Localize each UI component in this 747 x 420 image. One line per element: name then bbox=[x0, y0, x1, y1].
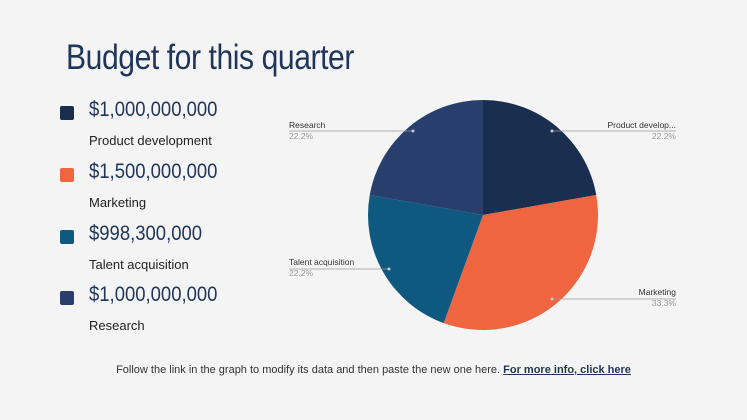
legend-amount: $1,500,000,000 bbox=[89, 160, 218, 183]
legend-label: Talent acquisition bbox=[89, 257, 189, 272]
pie-slice-2[interactable] bbox=[368, 195, 483, 324]
slice-value-label: 22.2% bbox=[289, 268, 314, 278]
slice-leader-dot bbox=[550, 297, 554, 301]
slice-value-label: 33.3% bbox=[652, 298, 677, 308]
legend-swatch bbox=[60, 106, 74, 120]
legend-amount: $998,300,000 bbox=[89, 222, 203, 245]
footer-text: Follow the link in the graph to modify i… bbox=[116, 364, 504, 376]
legend-label: Marketing bbox=[89, 195, 147, 210]
slice-category-label: Product develop... bbox=[607, 120, 676, 130]
slice-leader-dot bbox=[387, 267, 391, 271]
pie-slice-3[interactable] bbox=[369, 100, 483, 215]
legend-amount: $1,000,000,000 bbox=[89, 98, 218, 121]
slice-leader-dot bbox=[550, 129, 554, 133]
footer-note: Follow the link in the graph to modify i… bbox=[0, 364, 747, 376]
slice-category-label: Talent acquisition bbox=[289, 257, 354, 267]
more-info-link[interactable]: For more info, click here bbox=[503, 364, 631, 376]
legend-swatch bbox=[60, 291, 74, 305]
slice-category-label: Marketing bbox=[639, 287, 677, 297]
slice-category-label: Research bbox=[289, 120, 326, 130]
slice-leader-dot bbox=[411, 129, 415, 133]
slide-title: Budget for this quarter bbox=[66, 38, 354, 77]
legend-label: Research bbox=[89, 318, 145, 333]
legend-label: Product development bbox=[89, 133, 212, 148]
legend-swatch bbox=[60, 168, 74, 182]
slice-value-label: 22.2% bbox=[289, 131, 314, 141]
slice-value-label: 22.2% bbox=[652, 131, 677, 141]
pie-slice-1[interactable] bbox=[443, 195, 598, 330]
pie-slice-0[interactable] bbox=[483, 100, 597, 215]
legend-amount: $1,000,000,000 bbox=[89, 283, 218, 306]
legend-swatch bbox=[60, 230, 74, 244]
